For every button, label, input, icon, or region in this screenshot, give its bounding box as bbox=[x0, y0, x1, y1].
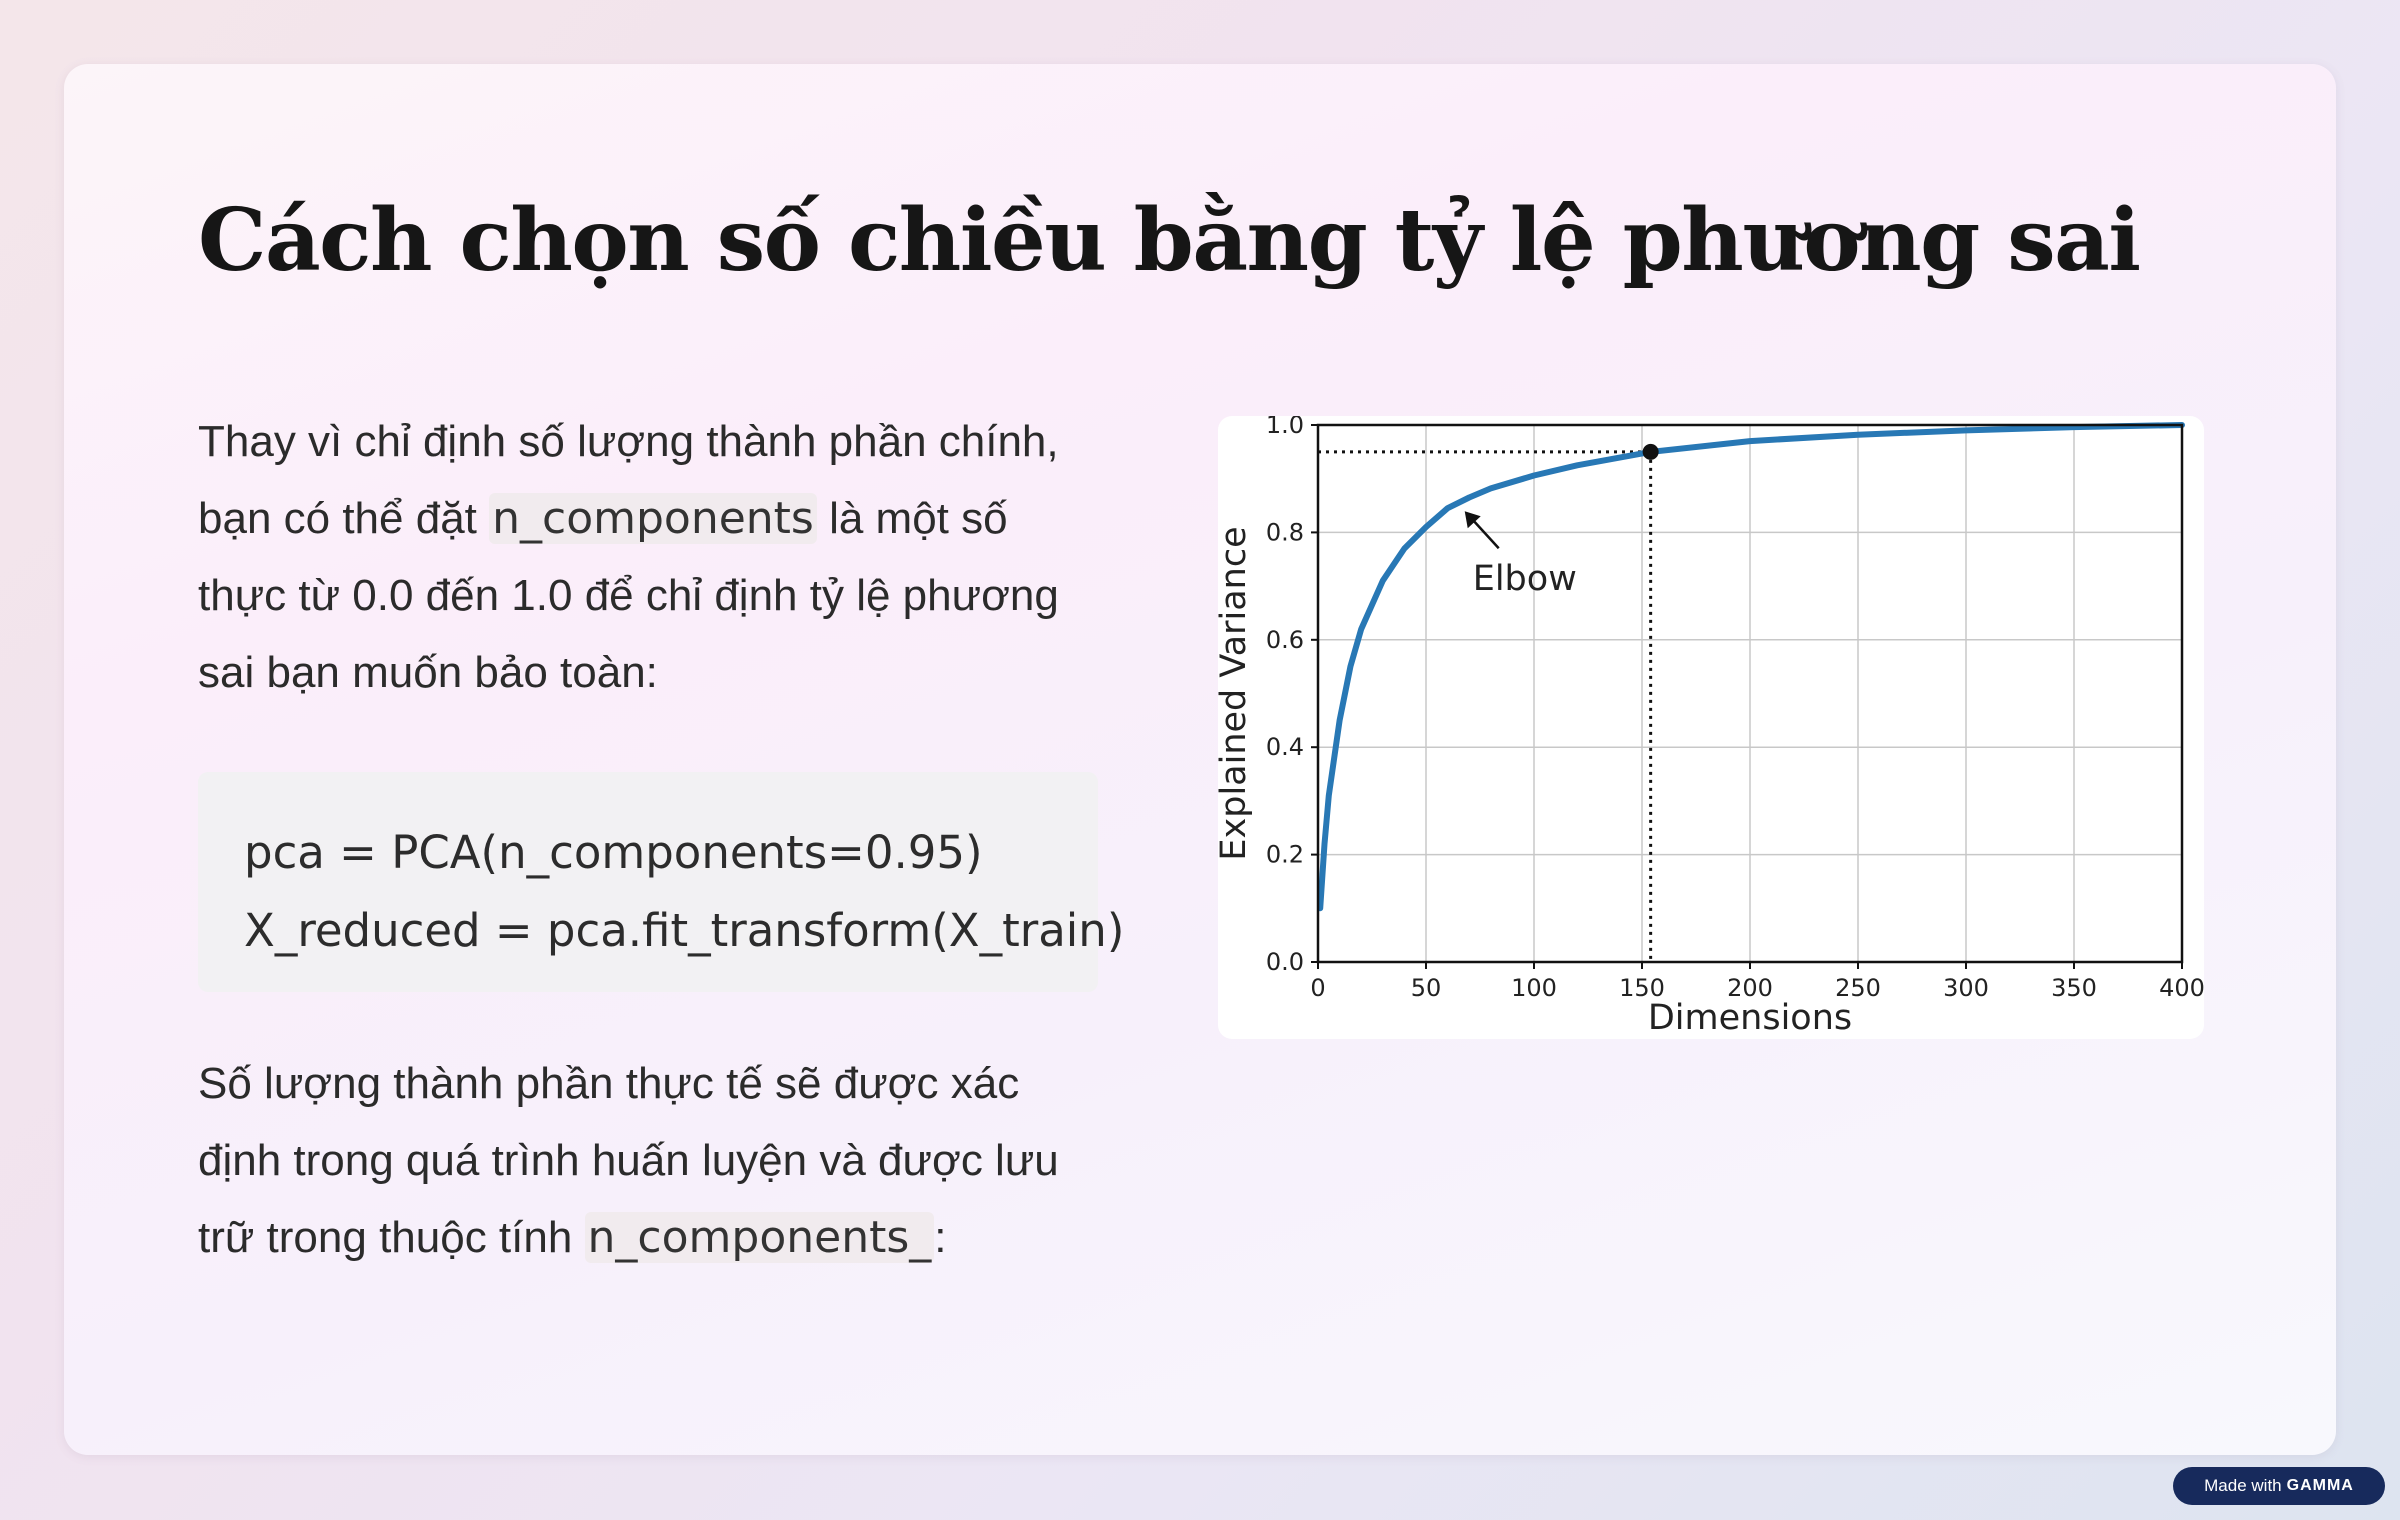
intro-text-after: là một số thực từ 0.0 đến 1.0 để chỉ địn… bbox=[198, 494, 1059, 697]
x-tick-label: 250 bbox=[1835, 974, 1881, 1002]
slide-title: Cách chọn số chiều bằng tỷ lệ phương sai bbox=[198, 190, 2141, 291]
code-block: pca = PCA(n_components=0.95) X_reduced =… bbox=[198, 772, 1125, 992]
y-tick-label: 0.2 bbox=[1266, 841, 1304, 869]
elbow-annotation-label: Elbow bbox=[1473, 559, 1577, 599]
x-tick-label: 200 bbox=[1727, 974, 1773, 1002]
badge-prefix: Made with bbox=[2204, 1476, 2282, 1495]
outro-text-after: : bbox=[934, 1213, 947, 1262]
y-tick-label: 0.0 bbox=[1266, 948, 1304, 976]
inline-code-n-components: n_components bbox=[489, 493, 817, 544]
x-tick-label: 400 bbox=[2159, 974, 2204, 1002]
x-tick-label: 300 bbox=[1943, 974, 1989, 1002]
code-line-1: pca = PCA(n_components=0.95) bbox=[244, 826, 983, 879]
y-tick-label: 0.6 bbox=[1266, 626, 1304, 654]
intro-paragraph: Thay vì chỉ định số lượng thành phần chí… bbox=[198, 403, 1098, 711]
made-with-gamma-badge[interactable]: Made with GAMMA bbox=[2173, 1467, 2385, 1505]
outro-paragraph: Số lượng thành phần thực tế sẽ được xác … bbox=[198, 1045, 1098, 1276]
y-tick-label: 0.4 bbox=[1266, 733, 1304, 761]
chart-svg: 0 50 100 150 200 250 300 350 400 0.0 0.2 0.4 0.6 0.8 1… bbox=[1218, 416, 2204, 1038]
x-tick-label: 350 bbox=[2051, 974, 2097, 1002]
y-tick-label: 1.0 bbox=[1266, 416, 1304, 439]
inline-code-n-components-attr: n_components_ bbox=[584, 1212, 935, 1263]
outro-text-before: Số lượng thành phần thực tế sẽ được xác … bbox=[198, 1059, 1059, 1262]
x-tick-label: 100 bbox=[1511, 974, 1557, 1002]
x-tick-label: 0 bbox=[1310, 974, 1325, 1002]
x-tick-label: 150 bbox=[1619, 974, 1665, 1002]
x-tick-label: 50 bbox=[1411, 974, 1442, 1002]
y-axis-label: Explained Variance bbox=[1218, 526, 1254, 860]
x-axis-label: Dimensions bbox=[1648, 998, 1852, 1038]
intro-text-before: Thay vì chỉ định số lượng thành phần chí… bbox=[198, 417, 1059, 543]
threshold-marker bbox=[1642, 443, 1659, 460]
code-line-2: X_reduced = pca.fit_transform(X_train) bbox=[244, 904, 1125, 957]
explained-variance-line bbox=[1317, 422, 2185, 912]
y-tick-label: 0.8 bbox=[1266, 518, 1304, 546]
gamma-logo-text: GAMMA bbox=[2286, 1477, 2354, 1494]
elbow-arrow-head bbox=[1464, 511, 1481, 529]
explained-variance-chart: 0 50 100 150 200 250 300 350 400 0.0 0.2 0.4 0.6 0.8 1… bbox=[1218, 416, 2204, 1039]
